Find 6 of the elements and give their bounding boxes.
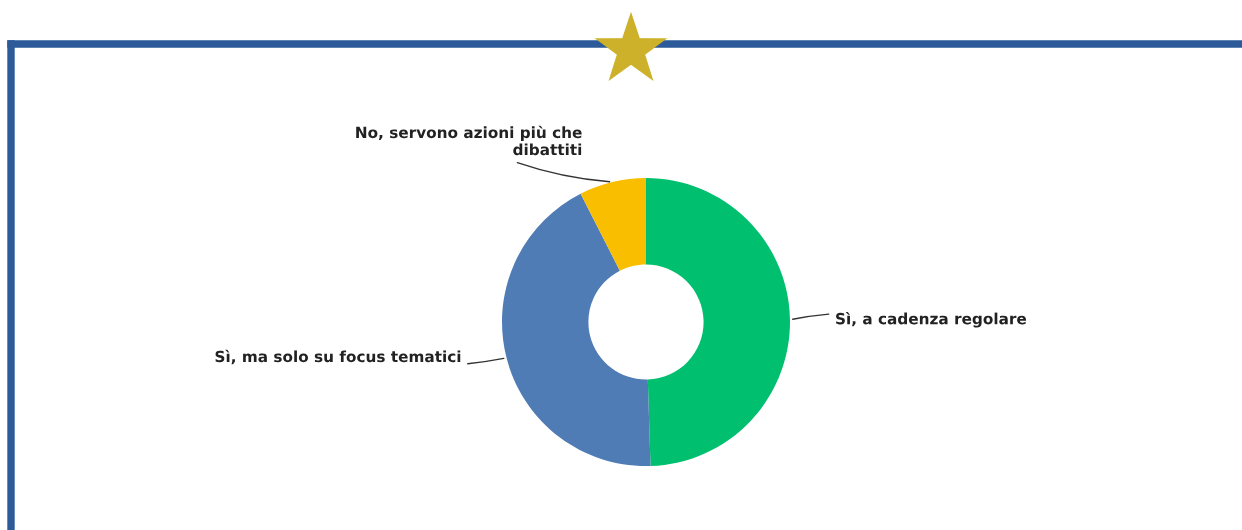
slice-label: No, servono azioni più che dibattiti <box>356 125 582 156</box>
donut-slice <box>580 178 646 271</box>
slice-label: Sì, ma solo su focus tematici <box>215 349 461 365</box>
donut-slice <box>502 193 651 466</box>
donut-slice <box>646 178 790 466</box>
slice-label: Sì, a cadenza regolare <box>836 311 1027 328</box>
